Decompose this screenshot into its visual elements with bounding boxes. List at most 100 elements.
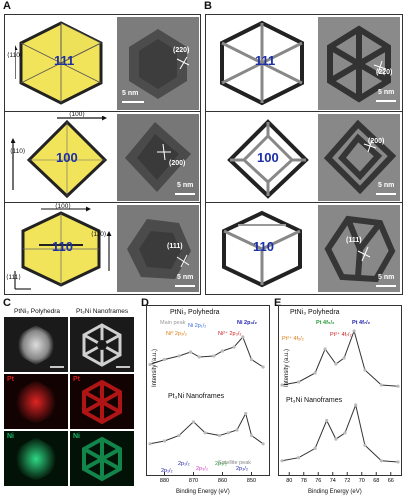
octahedral-frame-111-diagram [220,20,304,106]
pt-map-nanoframes: Pt [70,374,134,429]
spectrum-data-point [280,459,284,463]
cubic-frame-100-diagram [227,119,309,199]
spectrum-data-point [220,349,225,353]
d-ni2plus-label: Ni²⁺ 2p₃/₂ [218,331,242,337]
pt-map-polyhedra: Pt [4,374,68,429]
scale-bar-label: 5 nm [378,274,395,281]
facet-label-100: 100 [56,150,78,165]
scale-bar [175,193,195,195]
spectrum-data-point [396,384,400,388]
e-pt2plus-52-label: Pt²⁺ 4f₅/₂ [282,336,304,342]
map-label-pt: Pt [7,376,14,383]
direction-label-110: ⟨110⟩ [7,52,23,59]
spectrum-data-point [379,383,383,387]
spectrum-data-point [352,329,356,333]
spectrum-data-point [235,428,239,432]
rhombic-frame-110-diagram [222,210,302,288]
direction-label-100: ⟨100⟩ [55,203,71,210]
tem-image-rhombic: (111) 5 nm [117,205,199,292]
cube-100-diagram [11,116,108,199]
panel-b-row-3: 110 (111) 5 nm [205,202,403,295]
facet-label-110: 110 [52,239,73,254]
spectrum-data-point [261,442,265,446]
spectrum-data-point [148,362,152,367]
x-tick-label: 76 [315,478,321,484]
spectrum-data-point [297,456,301,460]
x-axis-ticks: 80 78 76 74 72 70 68 66 [286,472,394,484]
c-col-title-nanoframes: Pt₃Ni Nanoframes [76,308,129,315]
spectrum-data-point [363,443,367,447]
octahedron-111-diagram [15,21,103,105]
spectrum-data-point [342,356,346,360]
x-tick-label: 850 [247,478,256,484]
d-bottom-2p32c: 2p₃/₂ [236,466,249,472]
scale-bar-label: 5 nm [378,182,395,189]
haadf-image-nanoframes [70,317,134,372]
panel-a-row-3: ⟨100⟩ ⟨110⟩ ⟨111⟩ 110 (111) 5 nm [4,202,201,295]
scale-bar-label: 5 nm [177,274,194,281]
spectra [148,335,265,446]
x-tick-label: 880 [160,478,169,484]
spectrum-data-point [261,365,265,369]
scale-bar-label: 5 nm [122,90,139,97]
spectrum-data-point [325,418,329,423]
tem-image-octahedron: (220) 5 nm [117,17,199,110]
spectrum-data-point [232,345,236,349]
d-ni2p12-label: Ni 2p₁/₂ [188,323,207,329]
x-tick-label: 72 [344,478,350,484]
e-pt2plus-72-label: Pt²⁺ 4f₇/₂ [330,332,352,338]
tem-image-cube: (200) 5 nm [117,114,199,201]
d-ni2p32-label: Ni 2p₃/₂ [237,320,257,326]
lattice-label: (200) [169,160,186,167]
e-pt4f72-label: Pt 4f₇/₂ [352,320,371,326]
x-tick-label: 74 [330,478,336,484]
haadf-image-polyhedra [4,317,68,372]
spectrum-data-point [177,433,181,438]
spectra [280,329,400,464]
xps-pt4f-chart: 80 78 76 74 72 70 68 66 [278,305,402,484]
direction-label-111: ⟨111⟩ [6,274,21,281]
d-bottom-2p12a: 2p₁/₂ [161,468,173,474]
direction-label-110: ⟨110⟩ [91,231,107,238]
spectrum-data-point [396,460,400,464]
spectrum-fit-line [281,403,399,463]
map-label-ni: Ni [7,433,14,440]
panel-label-a: A [3,0,11,12]
spectrum-data-point [189,350,193,354]
panel-a-row-1: ⟨110⟩ 111 (220) 5 nm [4,14,201,113]
lattice-label: (200) [368,138,385,145]
x-tick-label: 68 [373,478,379,484]
d-y-axis-title: Intensity (a.u.) [152,349,158,388]
spectrum-data-point [218,433,222,438]
scale-bar-label: 5 nm [177,182,194,189]
spectrum-data-point [280,383,284,387]
x-tick-label: 80 [286,478,292,484]
spectrum-data-point [162,357,167,362]
panel-b-row-1: 111 (220) 5 nm [205,14,403,113]
spectrum-data-point [226,431,230,435]
d-title-bottom: Pt₃Ni Nanoframes [168,393,225,400]
tem-image-octahedral-frame: (220) 5 nm [318,17,400,110]
spectrum-data-point [323,347,327,351]
facet-label-111: 111 [255,53,276,68]
e-pt4f52-label: Pt 4f₅/₂ [316,320,335,326]
spectrum-data-point [363,368,367,372]
xps-ni2p-chart: 880 870 860 850 [146,305,270,484]
spectrum-data-point [334,437,338,441]
d-bottom-2p32a: 2p₃/₂ [196,466,209,472]
d-bottom-2p12b: 2p₁/₂ [178,461,190,467]
scale-bar [175,285,195,287]
rhombic-110-diagram [14,206,112,290]
map-label-pt: Pt [73,376,80,383]
spectrum-data-point [191,420,196,424]
spectrum-data-point [343,431,347,435]
lattice-label: (220) [376,69,393,76]
e-x-axis-title: Binding Energy (eV) [308,489,362,495]
direction-label-110: ⟨110⟩ [10,148,26,155]
x-tick-label: 66 [388,478,394,484]
x-tick-label: 70 [359,478,365,484]
scale-bar-label: 5 nm [378,89,395,96]
spectrum-data-point [197,355,201,359]
spectrum-data-point [334,362,338,366]
spectrum-data-point [203,431,207,435]
